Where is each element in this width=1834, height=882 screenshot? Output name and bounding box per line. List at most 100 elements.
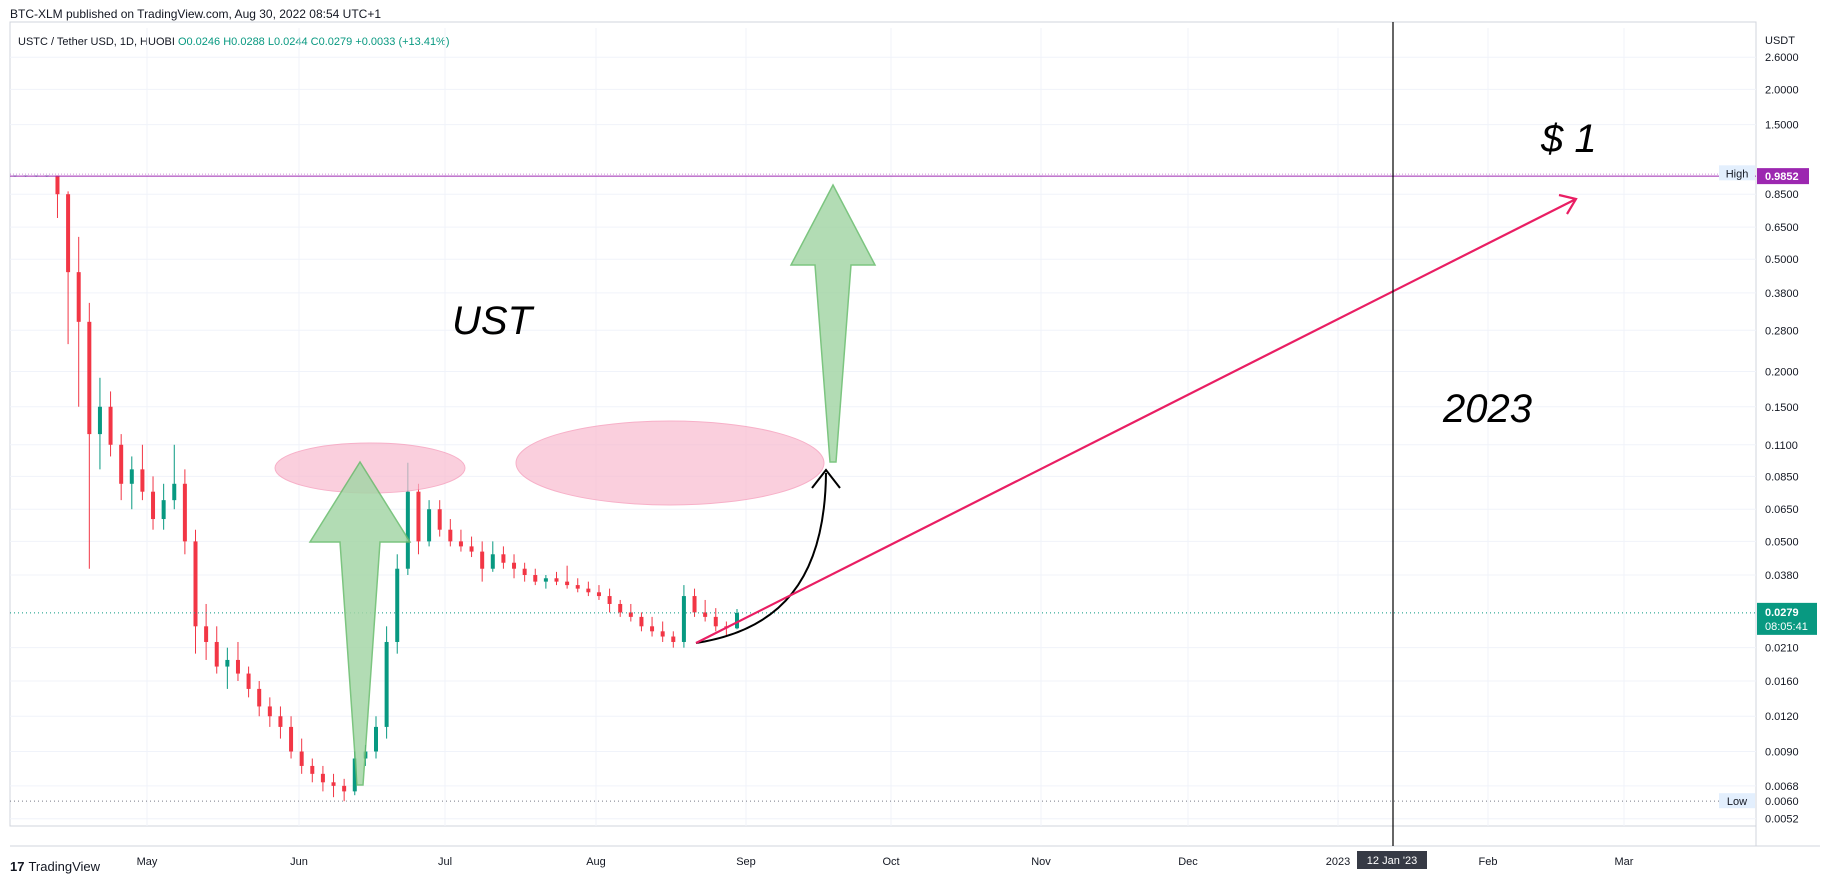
candle-body [490,554,495,569]
candle-body [671,636,676,642]
time-tick-label: Jul [438,856,452,868]
time-tick-label: Nov [1031,856,1051,868]
annotation-ust: UST [452,299,535,343]
price-tick-label: 0.0090 [1765,747,1799,759]
candle-body [681,596,686,642]
candle-body [87,321,92,435]
candle-body [320,773,325,783]
candle-body [437,509,442,530]
candle-body [384,641,389,727]
highlight-ellipse-2 [515,420,825,506]
candle-body [246,673,251,689]
target-arrow [695,198,1577,644]
candle-body [342,785,347,792]
green-up-arrow-2 [789,183,877,463]
candle-body [480,551,485,569]
annotation-year: 2023 [1442,387,1532,431]
crosshair-date-label: 12 Jan '23 [1367,855,1417,867]
time-tick-label: Jun [290,856,308,868]
candle-body [522,568,527,576]
price-tick-label: 0.0500 [1765,536,1799,548]
candle-body [703,612,708,617]
candle-body [554,578,559,582]
level-value: 0.9852 [1765,171,1799,183]
candle-body [692,596,697,613]
candle-body [713,616,718,627]
candle-body [607,596,612,604]
time-tick-label: Sep [736,856,756,868]
ohlc-values: O0.0246 H0.0288 L0.0244 C0.0279 +0.0033 … [177,36,450,48]
price-tick-label: 0.0120 [1765,711,1799,723]
candle-body [182,483,187,542]
candle-body [374,726,378,752]
candle-body [618,603,623,613]
time-tick-label: 2023 [1326,856,1350,868]
annotation-target: $ 1 [1540,117,1597,161]
time-tick-label: Mar [1615,856,1634,868]
grid [9,21,1820,847]
candle-body [512,562,517,569]
high-badge-bg [1719,165,1755,181]
candle-body [129,469,134,484]
countdown-label: 08:05:41 [1765,621,1808,633]
green-up-arrow-1 [308,460,412,786]
drawings: UST $ 1 2023 [10,22,1756,846]
price-tick-label: 0.1500 [1765,402,1799,414]
high-label: High [1726,168,1749,180]
candle-body [55,175,60,195]
candle-body [193,541,198,627]
candle-body [352,758,357,792]
symbol-header: USTC / Tether USD, 1D, HUOBI O0.0246 H0.… [18,36,450,48]
candle-body [628,612,633,617]
price-axis: 2.60002.00001.50001.00800.85000.65000.50… [1719,35,1817,826]
candle-body [299,751,304,766]
price-tick-label: 0.1100 [1765,440,1798,452]
time-tick-label: May [137,856,158,868]
publish-info: BTC-XLM published on TradingView.com, Au… [10,7,381,21]
price-tick-label: 0.0380 [1765,570,1799,582]
price-tick-label: 0.0650 [1765,504,1799,516]
low-label: Low [1727,796,1747,808]
candle-body [639,616,644,627]
symbol-name: USTC / Tether USD, 1D, HUOBI [18,36,175,48]
candle-body [119,444,124,484]
price-tick-label: 0.3800 [1765,288,1799,300]
curved-arrow-head [811,468,841,489]
candle-body [501,554,506,563]
price-badge-bg [1757,602,1817,635]
level-badge-bg [1757,168,1809,185]
price-tick-label: 0.0210 [1765,643,1799,655]
candle-body [278,716,283,727]
candle-body [533,575,538,582]
candle-body [735,612,739,629]
candle-body [586,588,591,593]
tradingview-brand[interactable]: 17 TradingView [10,859,100,874]
candle-body [161,500,166,520]
time-axis: May Jun Jul Aug Sep Oct Nov Dec 2023 Feb Mar 12 Jan… [137,851,1634,869]
candle-body [97,406,102,435]
price-tick-label: 1.5000 [1765,120,1799,132]
candle-body [448,529,453,542]
candle-body [140,469,145,492]
candle-body [565,581,570,586]
candle-body [108,406,113,445]
price-tick-label: 0.0850 [1765,471,1799,483]
target-arrow-head [1558,193,1578,215]
price-tick-label: 0.5000 [1765,254,1799,266]
candle-body [214,641,219,667]
candle-body [66,194,71,273]
time-tick-label: Dec [1178,856,1198,868]
candle-body [289,726,294,752]
current-price-label: 0.0279 [1765,607,1799,619]
candle-body [596,592,601,597]
candle-body [575,585,580,589]
price-tick-label: 0.2800 [1765,325,1799,337]
candle-body [427,509,432,542]
price-tick-label: 0.2000 [1765,367,1799,379]
candle-body [660,631,665,637]
candle-body [172,483,177,501]
candle-body [405,491,410,569]
candle-body [331,782,336,786]
candle-body [235,659,240,674]
